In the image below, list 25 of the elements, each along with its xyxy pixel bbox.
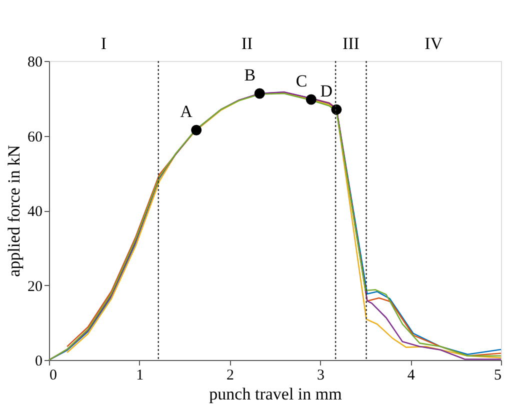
point: [306, 94, 316, 105]
point: [331, 104, 342, 115]
text: II: [241, 34, 253, 53]
x-tick-label: 3: [316, 368, 324, 384]
x-tick-label: 1: [136, 368, 144, 384]
y-tick-label: 80: [28, 54, 42, 70]
text: III: [342, 34, 360, 53]
annotation: C: [296, 71, 308, 90]
point: [254, 88, 265, 99]
x-tick-label: 5: [494, 368, 502, 384]
x-tick-label: 0: [50, 368, 57, 384]
x-tick-label: 2: [226, 368, 234, 384]
point: [191, 124, 202, 136]
y-tick-label: 0: [35, 354, 42, 370]
annotation: A: [180, 102, 194, 122]
text: IV: [424, 34, 444, 53]
annotation: B: [244, 66, 256, 85]
y-tick-label: 60: [28, 129, 42, 146]
x-axis-title: punch travel in mm: [209, 384, 342, 404]
y-axis-title: applied force in kN: [4, 145, 24, 277]
text: I: [100, 34, 107, 53]
y-tick-label: 20: [28, 278, 42, 295]
y-tick-label: 40: [28, 204, 42, 220]
x-tick-label: 4: [407, 368, 416, 384]
annotation: D: [320, 82, 332, 101]
